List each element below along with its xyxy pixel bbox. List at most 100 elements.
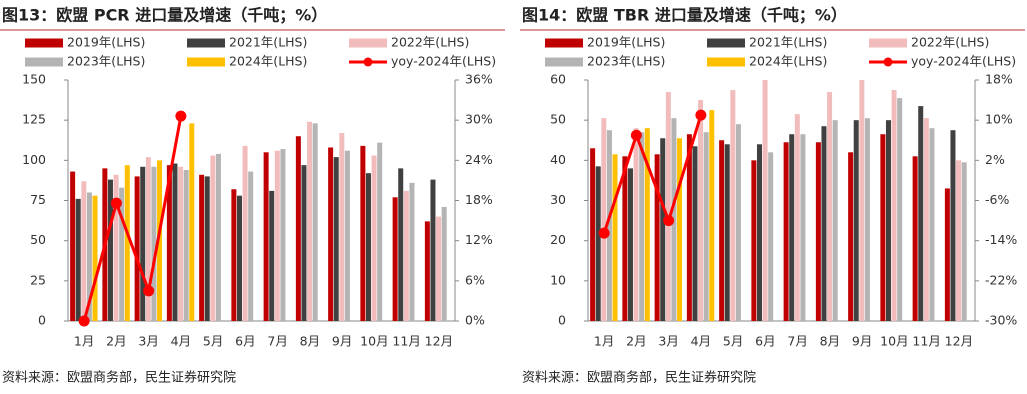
y2-tick-label: 36% [465, 72, 493, 87]
bar [157, 160, 163, 321]
y-tick-label: 30 [550, 192, 566, 207]
bar [692, 146, 698, 321]
bar [113, 174, 119, 321]
x-tick-label: 8月 [820, 334, 840, 349]
x-tick-label: 11月 [912, 334, 940, 349]
bar [236, 195, 242, 321]
bar [762, 80, 768, 321]
x-tick-label: 1月 [594, 334, 614, 349]
x-tick-label: 6月 [755, 334, 775, 349]
bar [140, 166, 146, 321]
bar [248, 171, 254, 321]
bar [124, 165, 130, 321]
x-tick-label: 6月 [235, 334, 255, 349]
bar [365, 173, 371, 321]
bar [166, 165, 172, 321]
bar [622, 156, 628, 321]
bar [929, 128, 935, 321]
x-tick-label: 2月 [626, 334, 646, 349]
bar [134, 176, 140, 321]
legend-swatch [25, 57, 63, 67]
bar [885, 120, 891, 322]
bar [606, 130, 612, 321]
bar [686, 134, 692, 321]
bar [891, 90, 897, 322]
bar [307, 121, 313, 321]
bar [827, 92, 833, 321]
bar [409, 182, 415, 321]
bar [918, 106, 924, 321]
bar [848, 152, 854, 321]
y2-tick-label: -22% [985, 272, 1017, 287]
legend-label: 2021年(LHS) [749, 35, 827, 50]
bar [665, 92, 671, 321]
line [602, 114, 703, 234]
bar [86, 192, 92, 321]
bar [950, 130, 956, 321]
bar [392, 197, 398, 321]
line-point [630, 129, 642, 141]
bar [145, 157, 151, 321]
legend-swatch [869, 38, 907, 48]
line-point [175, 110, 187, 122]
y-tick-label: 0 [38, 313, 46, 328]
bar [151, 166, 157, 321]
line [82, 115, 183, 322]
bar [751, 160, 757, 321]
legend-label: 2023年(LHS) [587, 54, 665, 69]
legend-marker [883, 57, 893, 67]
legend-label: yoy-2024年(LHS) [911, 54, 1016, 69]
legend-label: 2019年(LHS) [587, 35, 665, 50]
y2-tick-label: 10% [985, 112, 1013, 127]
bar [709, 110, 715, 321]
bar [880, 134, 886, 321]
x-tick-label: 9月 [852, 334, 872, 349]
x-tick-label: 8月 [300, 334, 320, 349]
bar [601, 118, 607, 322]
bar [75, 198, 81, 321]
x-tick-label: 10月 [880, 334, 908, 349]
x-tick-label: 4月 [691, 334, 711, 349]
bar [269, 190, 275, 321]
bar [944, 188, 950, 321]
bar [719, 140, 725, 321]
bar [360, 145, 366, 321]
bar [677, 138, 683, 321]
bar [189, 123, 195, 321]
y-tick-label: 40 [550, 152, 566, 167]
bar [627, 168, 633, 321]
legend-label: 2022年(LHS) [391, 35, 469, 50]
bar [263, 152, 269, 321]
bar [215, 153, 221, 321]
bar [698, 100, 704, 321]
bar [377, 142, 383, 321]
line-point [695, 109, 707, 121]
legend-swatch [545, 57, 583, 67]
x-tick-label: 7月 [267, 334, 287, 349]
bar [295, 136, 301, 321]
bar [783, 142, 789, 321]
y2-tick-label: 18% [465, 192, 493, 207]
y2-tick-label: -6% [985, 192, 1009, 207]
bar [821, 126, 827, 321]
bar [312, 123, 318, 321]
y-tick-label: 20 [550, 232, 566, 247]
y-tick-label: 50 [30, 232, 46, 247]
legend-label: 2024年(LHS) [749, 54, 827, 69]
y2-tick-label: 18% [985, 72, 1013, 87]
bar [612, 154, 618, 321]
x-tick-label: 3月 [138, 334, 158, 349]
bar [430, 179, 436, 321]
bar [595, 166, 601, 321]
chart-title: 图13：欧盟 PCR 进口量及增速（千吨；%） [2, 6, 327, 25]
bar [280, 149, 286, 321]
legend-label: 2021年(LHS) [229, 35, 307, 50]
bar [183, 169, 189, 321]
x-tick-label: 1月 [74, 334, 94, 349]
y-tick-label: 60 [550, 72, 566, 87]
y-tick-label: 0 [558, 313, 566, 328]
x-tick-label: 7月 [787, 334, 807, 349]
bar [654, 154, 660, 321]
bar [703, 132, 709, 321]
source-note: 资料来源：欧盟商务部，民生证券研究院 [2, 370, 236, 386]
